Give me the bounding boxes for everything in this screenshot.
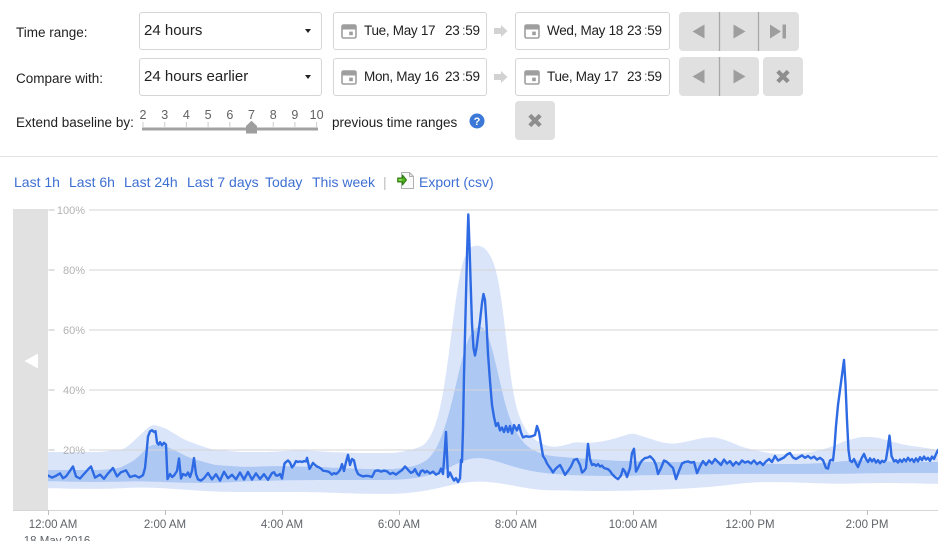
svg-text:9: 9 <box>291 108 298 122</box>
svg-text:40%: 40% <box>63 385 85 397</box>
svg-text:2:00 PM: 2:00 PM <box>846 519 889 531</box>
svg-text:7: 7 <box>248 108 255 122</box>
svg-text:2: 2 <box>140 108 147 122</box>
svg-text:20%: 20% <box>63 445 85 457</box>
svg-text:18 May 2016: 18 May 2016 <box>24 536 91 541</box>
svg-text:5: 5 <box>205 108 212 122</box>
svg-text:6:00 AM: 6:00 AM <box>378 519 420 531</box>
svg-text:60%: 60% <box>63 325 85 337</box>
svg-text:4:00 AM: 4:00 AM <box>261 519 303 531</box>
svg-text:10:00 AM: 10:00 AM <box>609 519 658 531</box>
svg-text:8: 8 <box>270 108 277 122</box>
svg-text:3: 3 <box>161 108 168 122</box>
svg-text:2:00 AM: 2:00 AM <box>144 519 186 531</box>
svg-text:80%: 80% <box>63 265 85 277</box>
svg-text:12:00 PM: 12:00 PM <box>725 519 774 531</box>
svg-text:6: 6 <box>226 108 233 122</box>
svg-text:?: ? <box>474 116 481 128</box>
svg-text:4: 4 <box>183 108 190 122</box>
svg-text:10: 10 <box>310 108 324 122</box>
svg-text:12:00 AM: 12:00 AM <box>29 519 78 531</box>
svg-text:100%: 100% <box>57 205 85 217</box>
svg-text:8:00 AM: 8:00 AM <box>495 519 537 531</box>
